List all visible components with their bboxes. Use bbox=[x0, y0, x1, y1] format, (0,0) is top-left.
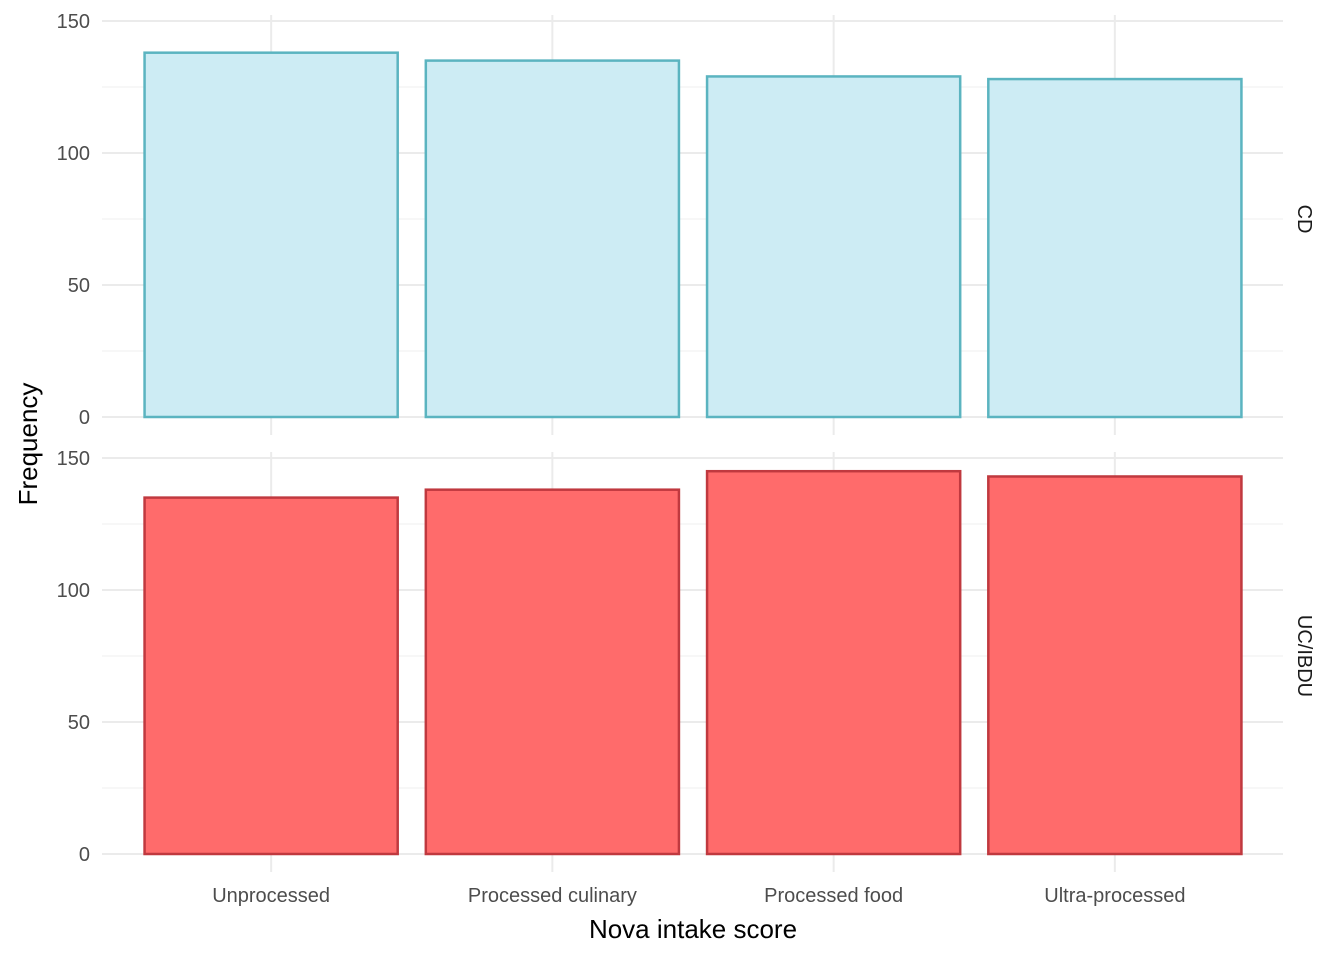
bar-processed-culinary bbox=[424, 488, 681, 856]
y-tick-label: 50 bbox=[68, 275, 90, 297]
bar-processed-food bbox=[705, 469, 962, 856]
x-axis-ticks: Unprocessed Processed culinary Processed f… bbox=[212, 885, 1185, 907]
y-tick-label: 150 bbox=[57, 448, 90, 470]
x-tick-label: Processed culinary bbox=[468, 885, 637, 907]
facet-strip-label: CD bbox=[1293, 205, 1315, 234]
bar-ultra-processed bbox=[987, 77, 1243, 419]
y-axis-title: Frequency bbox=[13, 383, 43, 506]
y-tick-label: 150 bbox=[57, 11, 90, 33]
x-tick-label: Processed food bbox=[764, 885, 903, 907]
bar-ultra-processed bbox=[987, 475, 1243, 856]
bar-processed-food bbox=[705, 75, 962, 419]
y-tick-label: 100 bbox=[57, 143, 90, 165]
bar-processed-culinary bbox=[424, 59, 681, 419]
facet-panel-1: 0 50 100 150 UC/IBDU bbox=[57, 448, 1315, 872]
x-axis-title: Nova intake score bbox=[589, 914, 797, 944]
facet-strip-label: UC/IBDU bbox=[1293, 615, 1315, 697]
x-tick-label: Unprocessed bbox=[212, 885, 330, 907]
facet-panels: 0 50 100 150 CD 0 50 100 150 UC/IBDU bbox=[57, 11, 1315, 872]
bar-unprocessed bbox=[143, 51, 399, 419]
y-tick-label: 50 bbox=[68, 712, 90, 734]
bar-unprocessed bbox=[143, 496, 399, 856]
facet-panel-0: 0 50 100 150 CD bbox=[57, 11, 1315, 435]
y-tick-label: 0 bbox=[79, 844, 90, 866]
y-tick-label: 100 bbox=[57, 580, 90, 602]
y-tick-label: 0 bbox=[79, 407, 90, 429]
x-tick-label: Ultra-processed bbox=[1044, 885, 1185, 907]
